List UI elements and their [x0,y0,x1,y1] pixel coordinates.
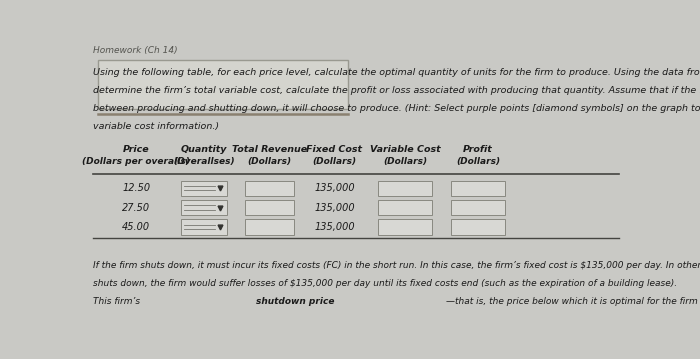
Text: (Dollars): (Dollars) [456,157,500,166]
FancyBboxPatch shape [245,219,294,234]
Text: 135,000: 135,000 [314,202,355,213]
FancyBboxPatch shape [451,200,505,215]
FancyBboxPatch shape [181,181,228,196]
Text: Homework (Ch 14): Homework (Ch 14) [93,46,178,55]
Text: Fixed Cost: Fixed Cost [307,145,363,154]
Text: Total Revenue: Total Revenue [232,145,307,154]
FancyBboxPatch shape [181,219,228,234]
FancyBboxPatch shape [378,219,432,234]
Text: 135,000: 135,000 [314,222,355,232]
FancyBboxPatch shape [98,60,348,109]
Text: shuts down, the firm would suffer losses of $135,000 per day until its fixed cos: shuts down, the firm would suffer losses… [93,279,677,288]
FancyBboxPatch shape [451,181,505,196]
Text: (Dollars): (Dollars) [312,157,356,166]
Text: determine the firm’s total variable cost, calculate the profit or loss associate: determine the firm’s total variable cost… [93,86,700,95]
Text: (Overallses): (Overallses) [174,157,235,166]
Text: Variable Cost: Variable Cost [370,145,440,154]
Text: (Dollars): (Dollars) [383,157,427,166]
Text: Profit: Profit [463,145,493,154]
Text: shutdown price: shutdown price [256,297,335,306]
Text: If the firm shuts down, it must incur its fixed costs (FC) in the short run. In : If the firm shuts down, it must incur it… [93,261,700,270]
Text: 27.50: 27.50 [122,202,150,213]
FancyBboxPatch shape [451,219,505,234]
Text: 12.50: 12.50 [122,183,150,193]
FancyBboxPatch shape [245,181,294,196]
Text: Quantity: Quantity [181,145,228,154]
Text: between producing and shutting down, it will choose to produce. (Hint: Select pu: between producing and shutting down, it … [93,104,700,113]
FancyBboxPatch shape [181,200,228,215]
Text: 135,000: 135,000 [314,183,355,193]
Text: Price: Price [123,145,150,154]
FancyBboxPatch shape [245,200,294,215]
Text: Using the following table, for each price level, calculate the optimal quantity : Using the following table, for each pric… [93,68,700,77]
Text: 45.00: 45.00 [122,222,150,232]
FancyBboxPatch shape [378,181,432,196]
FancyBboxPatch shape [378,200,432,215]
Text: This firm’s: This firm’s [93,297,143,306]
Text: (Dollars): (Dollars) [247,157,291,166]
Text: —that is, the price below which it is optimal for the firm to shut down—is: —that is, the price below which it is op… [446,297,700,306]
Text: variable cost information.): variable cost information.) [93,122,219,131]
Text: (Dollars per overalls): (Dollars per overalls) [83,157,190,166]
